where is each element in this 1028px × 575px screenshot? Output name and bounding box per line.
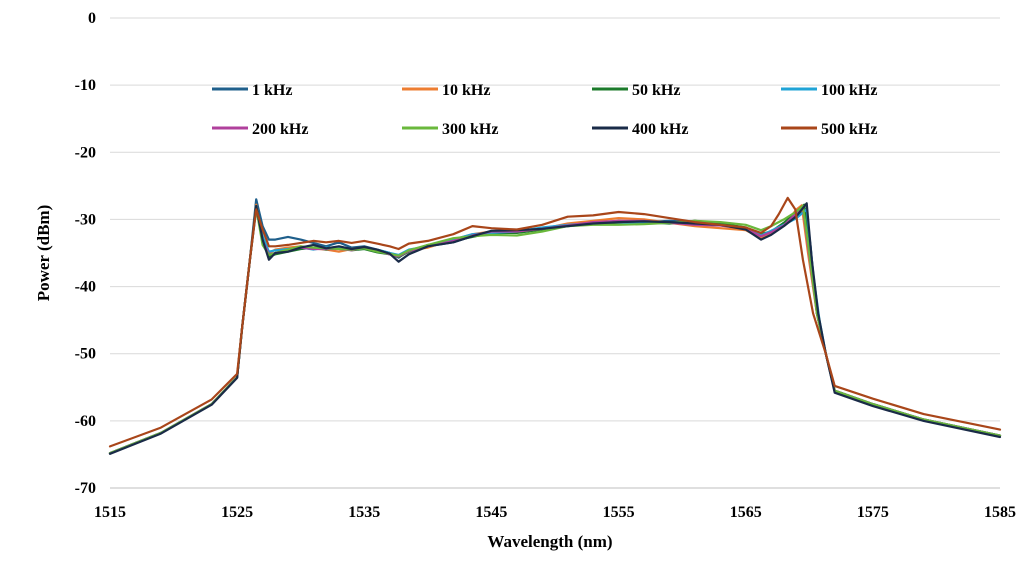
legend-item: 1 kHz xyxy=(212,82,292,99)
x-tick-label: 1565 xyxy=(730,504,762,521)
legend-item: 50 kHz xyxy=(592,82,680,99)
legend-label: 400 kHz xyxy=(632,121,688,138)
x-tick-label: 1545 xyxy=(475,504,507,521)
legend-item: 10 kHz xyxy=(402,82,490,99)
y-tick-label: 0 xyxy=(88,10,96,27)
y-tick-label: -30 xyxy=(75,211,96,228)
x-tick-label: 1525 xyxy=(221,504,253,521)
legend-item: 400 kHz xyxy=(592,121,688,138)
y-tick-label: -60 xyxy=(75,413,96,430)
legend-label: 300 kHz xyxy=(442,121,498,138)
legend-item: 200 kHz xyxy=(212,121,308,138)
axes: 0 -10 -20 -30 -40 -50 -60 -70 1515 1525 1535 1545 15… xyxy=(75,10,1016,521)
series-line-500-khz xyxy=(108,196,1002,448)
x-tick-label: 1575 xyxy=(857,504,889,521)
legend-label: 10 kHz xyxy=(442,82,490,99)
series-layer xyxy=(108,196,1002,455)
x-tick-label: 1515 xyxy=(94,504,126,521)
x-axis-title: Wavelength (nm) xyxy=(487,532,612,551)
y-tick-label: -20 xyxy=(75,144,96,161)
legend-item: 100 kHz xyxy=(781,82,877,99)
legend-item: 300 kHz xyxy=(402,121,498,138)
legend-label: 500 kHz xyxy=(821,121,877,138)
y-tick-label: -50 xyxy=(75,346,96,363)
legend-label: 100 kHz xyxy=(821,82,877,99)
x-tick-label: 1535 xyxy=(348,504,380,521)
x-tick-label: 1585 xyxy=(984,504,1016,521)
y-tick-label: -70 xyxy=(75,480,96,497)
y-axis-title: Power (dBm) xyxy=(34,205,53,301)
series-line-400-khz xyxy=(108,202,1002,455)
y-tick-label: -40 xyxy=(75,279,96,296)
legend-label: 200 kHz xyxy=(252,121,308,138)
y-tick-label: -10 xyxy=(75,77,96,94)
legend-label: 1 kHz xyxy=(252,82,292,99)
x-tick-label: 1555 xyxy=(603,504,635,521)
series-line-100-khz xyxy=(108,208,1002,455)
legend-label: 50 kHz xyxy=(632,82,680,99)
legend: 1 kHz 10 kHz 50 kHz 100 kHz 200 kHz 300 kHz 40… xyxy=(212,82,877,138)
legend-item: 500 kHz xyxy=(781,121,877,138)
